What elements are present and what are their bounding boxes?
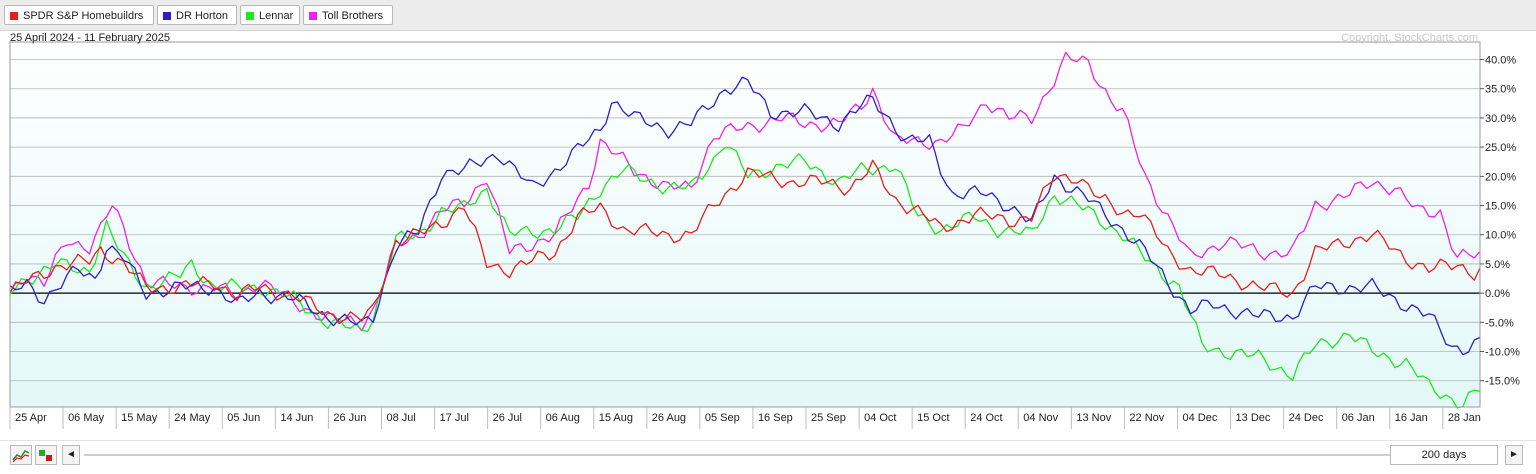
line-chart-glyph [12,450,30,463]
y-tick-label: 30.0% [1485,113,1516,125]
x-tick-label: 17 Jul [440,412,469,424]
y-tick-label: 25.0% [1485,142,1516,154]
x-tick-label: 24 Oct [970,412,1002,424]
legend-swatch-red [10,12,18,20]
x-tick-label: 24 May [174,412,211,424]
x-tick-label: 25 Sep [811,412,846,424]
scroll-right-button[interactable]: ► [1505,445,1523,465]
x-tick-label: 06 Jan [1342,412,1375,424]
y-tick-label: -5.0% [1485,317,1514,329]
x-tick-label: 05 Jun [227,412,260,424]
series-group [9,51,1481,409]
series-line-dr-horton [9,76,1481,356]
chart-svg: 40.0% 35.0% 30.0% 25.0% 20.0% 15.0% 10.0% 5.0% 0… [9,41,1520,429]
legend-item-spdr[interactable]: SPDR S&P Homebuildrs [4,5,154,25]
line-chart-icon[interactable] [10,445,32,465]
x-tick-label: 13 Dec [1236,412,1271,424]
legend-label-toll-brothers: Toll Brothers [322,10,384,22]
y-tick-label: 40.0% [1485,55,1516,67]
legend-item-dr-horton[interactable]: DR Horton [157,5,237,25]
y-tick-label: 15.0% [1485,201,1516,213]
x-tick-label: 06 Aug [546,412,580,424]
y-tick-label: 10.0% [1485,230,1516,242]
legend-label-lennar: Lennar [259,10,294,22]
x-tick-label: 26 Aug [652,412,686,424]
series-line-spdr-s-p-homebuildrs [9,159,1481,325]
x-tick-label: 22 Nov [1129,412,1164,424]
x-tick-label: 15 May [121,412,158,424]
x-tick-label: 15 Oct [917,412,949,424]
x-tick-label: 16 Jan [1395,412,1428,424]
x-tick-label: 13 Nov [1076,412,1111,424]
y-axis: 40.0% 35.0% 30.0% 25.0% 20.0% 15.0% 10.0% 5.0% 0… [1480,55,1520,388]
x-tick-label: 04 Dec [1182,412,1217,424]
legend-item-toll-brothers[interactable]: Toll Brothers [303,5,393,25]
y-tick-label: -15.0% [1485,376,1520,388]
x-tick-label: 28 Jan [1448,412,1481,424]
y-tick-label: 20.0% [1485,171,1516,183]
bar-chart-glyph [39,450,52,461]
y-tick-label: 0.0% [1485,288,1510,300]
date-range-subtitle: 25 April 2024 - 11 February 2025 [10,32,171,44]
x-axis: 25 Apr 06 May 15 May 24 May 05 Jun 14 Jun 26 J… [9,407,1481,429]
x-tick-label: 25 Apr [15,412,47,424]
plot-frame [9,41,1481,408]
copyright-notice: Copyright, StockCharts.com [1341,32,1478,44]
bottom-toolbar [0,440,1536,474]
legend-item-lennar[interactable]: Lennar [240,5,300,25]
x-tick-label: 04 Oct [864,412,896,424]
x-tick-label: 04 Nov [1023,412,1058,424]
plot-background [10,42,1480,407]
legend-label-spdr: SPDR S&P Homebuildrs [23,10,144,22]
legend-swatch-green [246,12,254,20]
scroll-left-button[interactable]: ◄ [62,445,80,465]
chart-area: 40.0% 35.0% 30.0% 25.0% 20.0% 15.0% 10.0% 5.0% 0… [0,30,1536,440]
legend-swatch-magenta [309,12,317,20]
x-tick-label: 26 Jun [333,412,366,424]
period-selector[interactable]: 200 days [1390,445,1498,465]
y-tick-label: -10.0% [1485,347,1520,359]
x-tick-label: 24 Dec [1289,412,1324,424]
x-tick-label: 06 May [68,412,105,424]
legend-bar: SPDR S&P Homebuildrs DR Horton Lennar To… [0,0,1536,31]
legend-swatch-blue [163,12,171,20]
x-tick-label: 08 Jul [386,412,415,424]
date-range-slider[interactable] [84,454,1480,456]
bar-chart-icon[interactable] [35,445,57,465]
legend-label-dr-horton: DR Horton [176,10,228,22]
x-tick-label: 14 Jun [280,412,313,424]
x-tick-label: 05 Sep [705,412,740,424]
y-tick-label: 5.0% [1485,259,1510,271]
y-tick-label: 35.0% [1485,84,1516,96]
x-tick-label: 15 Aug [599,412,633,424]
x-tick-label: 26 Jul [493,412,522,424]
x-tick-label: 16 Sep [758,412,793,424]
series-line-toll-brothers [9,51,1481,332]
series-line-lennar [9,146,1481,409]
